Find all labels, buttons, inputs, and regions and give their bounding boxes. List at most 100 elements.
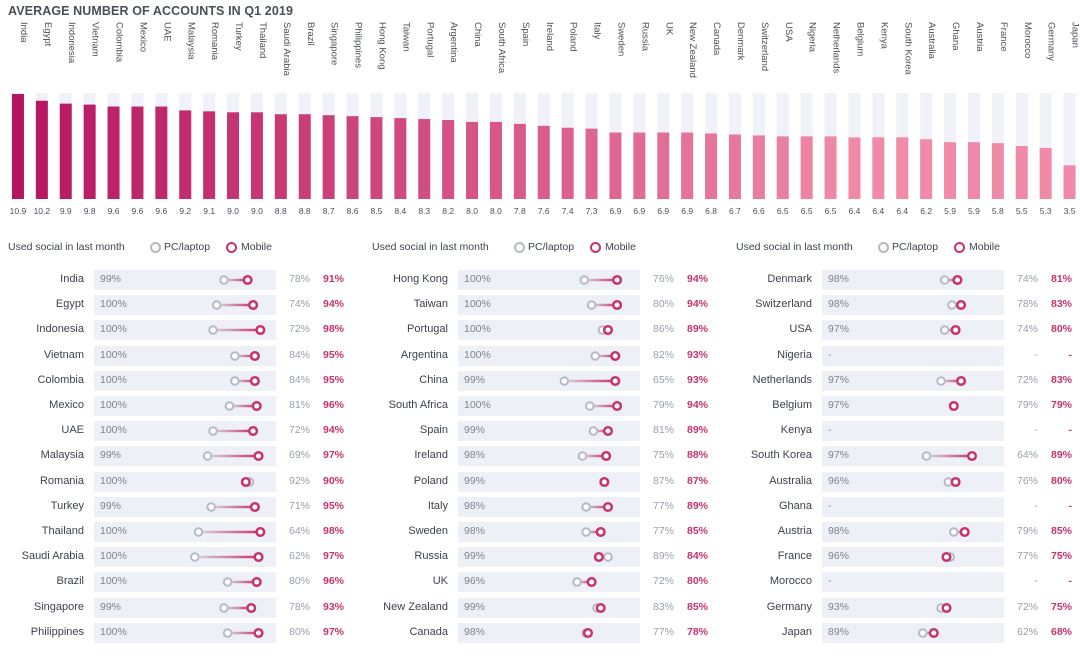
pc-laptop-marker	[202, 451, 213, 462]
pc-laptop-marker	[224, 401, 235, 411]
country-name: Vietnam	[43, 348, 84, 361]
row-track	[94, 547, 276, 568]
pc-laptop-value: 80%	[288, 575, 310, 588]
bar-china	[466, 121, 479, 199]
bar-argentina	[442, 120, 455, 199]
mobile-legend-label: Mobile	[969, 241, 1000, 253]
mobile-value: 80%	[1050, 474, 1072, 487]
legend: Used social in last month PC/laptop Mobile	[8, 238, 348, 254]
pc-laptop-marker	[219, 275, 229, 285]
pc-legend-label: PC/laptop	[528, 241, 575, 253]
bar-turkey	[227, 112, 240, 199]
mobile-value: 80%	[686, 575, 708, 588]
used-social-value: 100%	[464, 399, 491, 411]
row-track	[94, 597, 276, 618]
bar-poland	[561, 127, 574, 199]
pc-laptop-marker	[206, 501, 217, 512]
table-row: Italy 98% 77% 89%	[372, 496, 712, 517]
category-label: Singapore	[329, 22, 340, 65]
country-name: Austria	[777, 525, 812, 537]
pc-laptop-value: 72%	[288, 424, 310, 437]
bar-south-korea	[896, 137, 909, 199]
category-label: Germany	[1046, 22, 1057, 61]
used-social-value: 98%	[828, 525, 850, 537]
row-track	[94, 270, 276, 290]
mobile-value: -	[1068, 575, 1073, 588]
pc-laptop-marker	[230, 350, 240, 361]
mobile-value: 88%	[686, 449, 708, 462]
pc-laptop-value: 81%	[288, 399, 310, 411]
mobile-marker	[586, 577, 597, 588]
pc-laptop-marker	[948, 527, 959, 537]
mobile-marker	[928, 627, 939, 638]
dumbbell-plot	[206, 501, 260, 512]
category-label: Sweden	[615, 22, 626, 56]
dumbbell-plot	[224, 400, 262, 412]
used-social-value: 96%	[828, 550, 850, 563]
dumbbell-plot	[208, 325, 266, 336]
legend-title: Used social in last month	[736, 241, 853, 253]
mobile-marker	[612, 300, 623, 311]
used-social-value: 99%	[464, 550, 486, 563]
mobile-value: 95%	[322, 348, 344, 361]
dumbbell-plot	[939, 325, 961, 336]
row-track	[822, 522, 1004, 542]
country-name: South Korea	[750, 449, 812, 462]
used-social-value: 100%	[100, 298, 127, 311]
category-label: Ireland	[544, 22, 555, 51]
row-track	[458, 597, 640, 618]
bar-france	[991, 143, 1004, 199]
row-track	[94, 522, 276, 542]
country-name: Australia	[769, 474, 812, 487]
country-name: China	[419, 373, 448, 386]
row-track	[822, 471, 1004, 492]
category-label: Russia	[639, 22, 650, 52]
country-name: Russia	[414, 550, 448, 563]
used-social-value: 99%	[100, 499, 122, 512]
table-row: USA 97% 74% 80%	[736, 320, 1076, 341]
row-track	[822, 270, 1004, 290]
category-label: Belgium	[854, 22, 865, 56]
country-name: Poland	[413, 474, 448, 487]
bar-canada	[705, 133, 718, 199]
pc-laptop-value: 79%	[652, 399, 674, 411]
mobile-marker	[956, 300, 967, 311]
dumbbell-plot	[579, 274, 623, 286]
mobile-value: 83%	[1050, 298, 1072, 311]
country-name: Turkey	[50, 499, 84, 512]
dumbbell-plot	[581, 501, 614, 512]
used-social-value: -	[828, 499, 832, 512]
pc-laptop-marker	[581, 501, 591, 512]
country-name: Argentina	[400, 348, 448, 361]
table-row: Australia 96% 76% 80%	[736, 471, 1076, 492]
pc-laptop-value: 83%	[652, 600, 674, 613]
value-label: 6.2	[920, 206, 932, 216]
pc-laptop-value: 78%	[288, 273, 310, 285]
row-track	[822, 597, 1004, 618]
bar-belgium	[848, 137, 861, 199]
dumbbell-plot	[590, 350, 621, 361]
value-label: 5.9	[968, 206, 980, 216]
mobile-value: 98%	[322, 525, 344, 537]
used-social-value: 99%	[464, 424, 486, 437]
pc-laptop-marker	[219, 602, 229, 613]
category-label: Taiwan	[400, 22, 411, 52]
mobile-value: -	[1068, 424, 1073, 437]
mobile-marker	[941, 602, 952, 613]
mobile-legend-icon	[226, 242, 237, 253]
used-social-value: 97%	[828, 373, 850, 386]
value-label: 6.9	[657, 206, 669, 216]
mobile-marker	[602, 501, 614, 512]
row-track	[458, 270, 640, 290]
pc-laptop-value: 82%	[652, 348, 674, 361]
pc-laptop-marker	[588, 426, 599, 436]
country-name: Nigeria	[777, 348, 812, 361]
pc-laptop-value: 62%	[288, 550, 310, 563]
value-label: 5.3	[1040, 206, 1052, 216]
pc-laptop-value: 78%	[288, 600, 310, 613]
value-label: 9.6	[108, 206, 120, 216]
value-label: 6.7	[729, 206, 741, 216]
bar-austria	[967, 142, 980, 199]
mobile-value: 94%	[686, 273, 708, 285]
row-track	[822, 396, 1004, 416]
